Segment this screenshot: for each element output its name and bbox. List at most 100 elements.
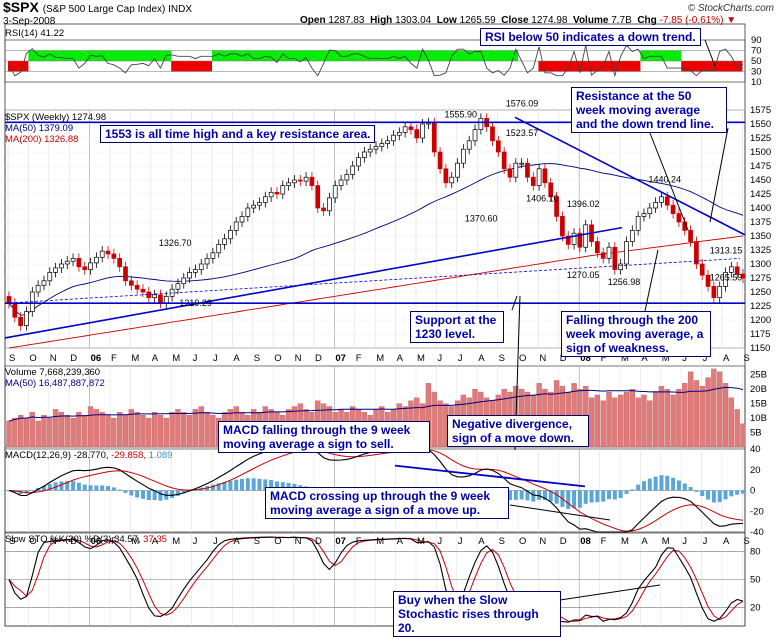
volume-value: 7.7B [611,15,632,26]
candle-body-15 [94,256,99,264]
macd-hist-bar-108 [636,484,641,491]
candle-body-53 [315,185,321,209]
volume-bar-30 [181,412,187,448]
price-label-8: 1270.05 [567,270,600,280]
x-tick-label-lower-17: F [356,536,362,547]
volume-bar-108 [635,397,641,448]
macd-hist-bar-107 [630,489,635,491]
macd-hist-bar-26 [158,490,163,501]
macd-hist-bar-3 [24,490,29,494]
volume-bar-10 [64,415,70,448]
sto-tick-80: 80 [750,547,761,558]
stochastic-buy-annotation: Buy when the Slow Stochastic rises throu… [393,591,561,637]
macd-hist-bar-88 [519,490,524,500]
ma200-line [8,235,744,349]
candle-body-31 [187,272,192,279]
candle-body-42 [251,204,257,209]
ohlc-readout: Open 1287.83 High 1303.04 Low 1265.59 Cl… [300,15,736,26]
x-tick-label-lower-10: J [213,536,218,547]
candle-body-18 [111,253,117,259]
x-tick-label-lower-33: J [682,536,687,547]
macd-hist-bar-102 [601,490,606,502]
volume-bar-100 [588,397,595,448]
macd-hist-bar-99 [583,490,588,504]
macd-hist-bar-94 [554,490,559,504]
macd-hist-bar-100 [589,490,594,503]
candle-body-121 [711,286,717,298]
volume-bar-94 [553,380,560,448]
macd-hist-bar-19 [117,489,122,491]
macd-hist-bar-39 [234,479,239,491]
price-tick-1300: 1300 [750,259,771,270]
x-tick-label-lower-30: M [621,536,629,547]
support-annotation: Support at the 1230 level. [410,311,504,343]
candle-body-9 [59,263,64,269]
volume-bar-2 [18,415,24,448]
x-tick-label-30: M [621,353,629,364]
macd-hist-bar-117 [688,486,693,491]
symbol: $SPX [3,0,39,15]
volume-bar-13 [82,415,88,448]
candle-body-3 [24,311,29,326]
stockcharts-brand[interactable]: © StockCharts.com [687,3,774,14]
rsi-tick-50: 50 [751,56,762,67]
x-tick-label-lower-12: S [254,536,260,547]
x-tick-label-18: M [376,353,384,364]
volume-tick-20B: 20B [750,384,767,395]
volume-ma-line [8,386,744,422]
macd-hist-bar-110 [647,478,652,491]
x-tick-label-1: O [29,353,36,364]
candle-body-47 [280,185,286,195]
candle-body-22 [134,284,140,290]
volume-bar-109 [641,394,647,448]
macd-hist-bar-11 [71,481,76,491]
candle-body-67 [396,132,402,136]
volume-tick-15B: 15B [750,399,767,410]
rsi-tick-30: 30 [751,67,762,78]
falling-200ma-annotation: Falling through the 200 week moving aver… [561,311,711,357]
macd-hist-bar-30 [181,490,186,494]
macd-hist-bar-124 [729,490,734,497]
candle-body-50 [297,179,303,182]
rsi-regime-band-3 [212,50,518,61]
volume-bar-16 [99,412,105,448]
volume-bar-11 [70,417,76,448]
candle-body-66 [391,134,396,142]
x-tick-label-26: N [539,353,546,364]
volume-bar-123 [722,383,729,448]
rsi-tick-90: 90 [751,35,762,46]
candle-body-95 [560,216,565,237]
low-value: 1265.59 [459,15,496,26]
x-tick-label-lower-15: D [315,536,322,547]
candle-body-98 [577,232,583,248]
macd-hist-bar-89 [525,490,530,501]
volume-bar-73 [431,391,437,448]
candle-body-76 [449,176,455,184]
candle-body-78 [461,148,466,164]
volume-bar-105 [618,394,624,448]
volume-bar-7 [47,417,53,448]
price-tick-1500: 1500 [750,147,771,158]
candle-body-83 [490,126,495,142]
volume-bar-12 [76,412,82,448]
sto-legend-text: Slow STO %K(20) %D(3) 34.57, [5,534,141,545]
price-label-0: 1326.70 [159,238,192,248]
macd-hist-legend: 1.089 [148,450,173,461]
macd-hist-bar-125 [735,490,740,495]
sto-k-line [8,536,744,623]
candle-body-94 [554,196,559,217]
x-tick-label-17: F [356,353,362,364]
candle-body-81 [478,118,484,130]
x-tick-label-4: 06 [91,353,102,364]
candle-body-27 [163,296,169,304]
x-tick-label-lower-1: O [29,536,36,547]
x-tick-label-lower-27: D [560,536,567,547]
macd-hist-bar-92 [542,490,547,500]
price-label-3: 1370.60 [465,213,498,223]
macd-hist-bar-119 [700,490,705,497]
x-tick-label-lower-32: M [662,536,670,547]
candle-body-97 [571,232,577,245]
rsi-line [8,44,744,78]
macd-tick--20: -20 [750,506,764,517]
macd-hist-bar-24 [146,490,151,501]
